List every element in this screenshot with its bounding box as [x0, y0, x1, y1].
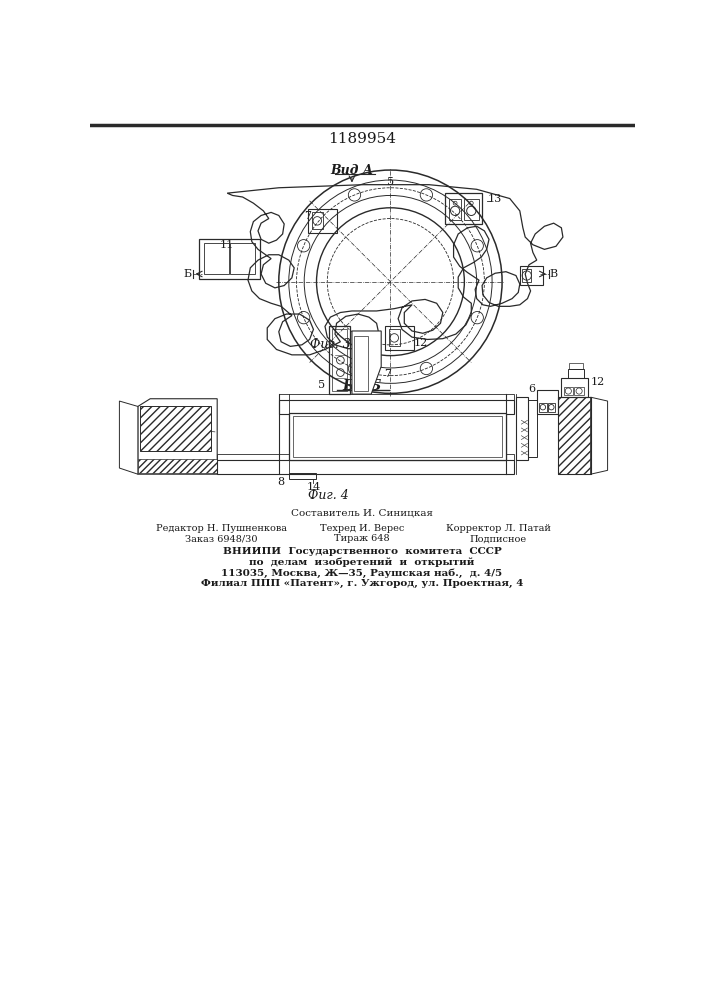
Bar — [354, 336, 368, 391]
Bar — [204, 243, 229, 274]
Text: Тираж 648: Тираж 648 — [334, 534, 390, 543]
Bar — [217, 460, 514, 474]
Bar — [537, 389, 559, 414]
Text: 11: 11 — [220, 240, 234, 250]
Text: Фиг. 4: Фиг. 4 — [308, 489, 349, 502]
Bar — [464, 199, 479, 220]
Text: Вид А: Вид А — [330, 164, 373, 177]
Polygon shape — [119, 401, 138, 474]
Bar — [522, 269, 532, 282]
Text: 13: 13 — [487, 194, 501, 204]
Bar — [568, 369, 585, 378]
Text: 12: 12 — [414, 338, 428, 348]
Bar — [308, 209, 337, 233]
Text: 12: 12 — [183, 427, 197, 437]
Text: В: В — [549, 269, 558, 279]
Polygon shape — [559, 397, 590, 474]
Bar — [561, 378, 588, 397]
Bar — [516, 397, 527, 460]
Bar — [312, 212, 322, 229]
Text: ВНИИПИ  Государственного  комитета  СССР: ВНИИПИ Государственного комитета СССР — [223, 547, 501, 556]
Text: Филиал ППП «Патент», г. Ужгород, ул. Проектная, 4: Филиал ППП «Патент», г. Ужгород, ул. Про… — [201, 579, 523, 588]
Text: 6: 6 — [528, 384, 535, 394]
Bar — [288, 473, 316, 479]
Text: Редактор Н. Пушненкова: Редактор Н. Пушненкова — [156, 524, 286, 533]
Polygon shape — [138, 399, 217, 474]
Text: 12: 12 — [590, 377, 605, 387]
Bar — [575, 387, 584, 395]
Text: 7: 7 — [385, 369, 391, 379]
Text: 7: 7 — [305, 211, 312, 221]
Bar — [563, 387, 573, 395]
Bar — [547, 403, 555, 412]
Bar — [140, 406, 211, 451]
Bar — [559, 397, 590, 474]
Text: 8: 8 — [277, 477, 284, 487]
Bar — [389, 329, 399, 346]
Bar — [385, 326, 414, 350]
Text: Б: Б — [184, 269, 192, 279]
Text: 113035, Москва, Ж—35, Раушская наб.,  д. 4/5: 113035, Москва, Ж—35, Раушская наб., д. … — [221, 568, 503, 578]
Polygon shape — [590, 397, 607, 474]
Polygon shape — [138, 459, 217, 473]
Bar — [539, 403, 547, 412]
Text: Заказ 6948/30: Заказ 6948/30 — [185, 534, 257, 543]
Bar — [332, 329, 347, 391]
Text: Б - Б: Б - Б — [342, 379, 382, 393]
Text: 5: 5 — [387, 177, 394, 187]
Text: 1189954: 1189954 — [328, 132, 396, 146]
Text: 5: 5 — [318, 380, 325, 390]
Polygon shape — [352, 331, 381, 394]
Bar — [279, 394, 514, 400]
Text: Корректор Л. Патай: Корректор Л. Патай — [446, 524, 551, 533]
Bar — [279, 400, 514, 414]
Bar — [527, 400, 537, 457]
Text: Подписное: Подписное — [469, 534, 527, 543]
Polygon shape — [227, 185, 563, 355]
Text: 14: 14 — [306, 482, 320, 492]
Text: по  делам  изобретений  и  открытий: по делам изобретений и открытий — [250, 557, 474, 567]
Text: Техред И. Верес: Техред И. Верес — [320, 524, 404, 533]
Bar — [449, 199, 461, 220]
Text: Фиг. 3: Фиг. 3 — [310, 338, 351, 351]
Bar — [293, 416, 502, 457]
Bar — [520, 266, 543, 285]
Bar — [199, 239, 259, 279]
Bar — [445, 193, 482, 224]
Bar — [230, 243, 255, 274]
Bar — [217, 454, 514, 460]
Bar — [288, 413, 506, 460]
Text: Составитель И. Синицкая: Составитель И. Синицкая — [291, 508, 433, 517]
Bar — [329, 326, 351, 394]
Bar — [569, 363, 583, 369]
